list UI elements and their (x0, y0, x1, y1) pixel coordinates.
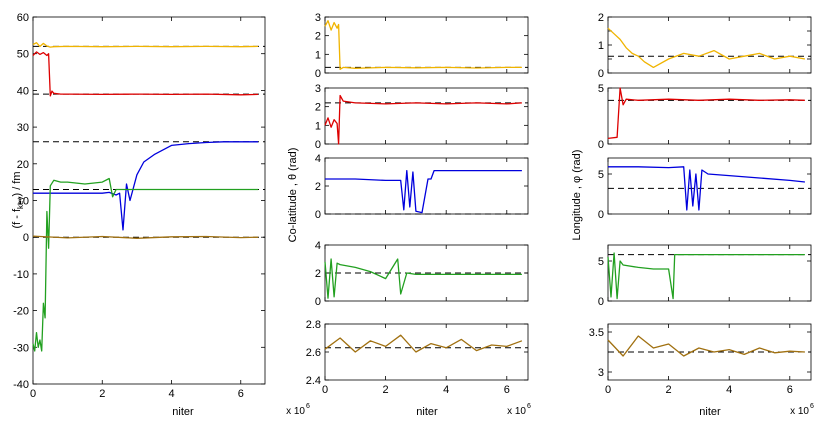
mid-panel-2-ytick-label: 0 (315, 139, 321, 151)
left-ytick-label: 50 (17, 49, 29, 61)
left-frame (32, 16, 266, 385)
mid-panel-1-ytick-label: 2 (315, 31, 321, 43)
left-ytick-label: -20 (13, 306, 29, 318)
left-xtick-label: 6 (238, 388, 244, 400)
left-series-green (32, 177, 259, 352)
right-panel-2-ytick-label: 0 (598, 139, 604, 151)
right-panel-1-ytick-label: 1 (598, 40, 604, 52)
mid-panel-2-ytick-label: 2 (315, 102, 321, 114)
right-panel-5-xtick-label: 6 (787, 384, 793, 396)
mid-panel-4-ytick-label: 0 (315, 296, 321, 308)
mid-panel-3-ytick-label: 4 (315, 153, 321, 165)
left-ytick-label: 20 (17, 159, 29, 171)
right-panel-2-ytick-label: 5 (598, 83, 604, 95)
right-panel-1-ytick-label: 2 (598, 12, 604, 24)
left-xtick-label: 0 (30, 388, 36, 400)
right-panel-5-xtick-label: 2 (666, 384, 672, 396)
mid-panel-5-series (324, 334, 523, 353)
mid-panel-4-series (324, 258, 522, 299)
mid-xscale-exp: 6 (527, 403, 531, 410)
mid-panel-1-frame (324, 16, 529, 74)
mid-ylabel: Co-latitude , θ (rad) (287, 148, 299, 243)
left-ytick-label: 60 (17, 12, 29, 24)
left-ytick-label: -10 (13, 269, 29, 281)
left-xlabel: niter (172, 406, 194, 418)
left-series-blue (33, 141, 259, 231)
left-chart: 0 2 4 6 -40 -30 -20 -10 0 10 20 30 40 50 60 (13, 12, 266, 400)
mid-panel-5-ytick-label: 2.8 (306, 319, 321, 331)
right-xscale-exp: 6 (810, 403, 814, 410)
right-panel-4-frame (607, 244, 812, 302)
mid-panel-2-ytick-label: 3 (315, 83, 321, 95)
right-panel-5-xtick-label: 4 (726, 384, 732, 396)
right-ylabel: Longitude , φ (rad) (571, 150, 583, 241)
left-ylabel: (f - fkey) / fm (11, 171, 25, 228)
right-panel-5-ytick-label: 3.5 (589, 327, 604, 339)
right-panel-3-series (608, 166, 805, 211)
left-ytick-label: 10 (17, 196, 29, 208)
left-xtick-label: 2 (99, 388, 105, 400)
right-panel-3-ytick-label: 0 (598, 209, 604, 221)
mid-panel-5-xtick-label: 0 (322, 384, 328, 396)
mid-panel-2-ytick-label: 1 (315, 120, 321, 132)
left-ytick-label: 30 (17, 122, 29, 134)
mid-panel-5-ytick-label: 2.6 (306, 347, 321, 359)
mid-panel-5-xtick-label: 2 (383, 384, 389, 396)
right-panel-5-xtick-label: 0 (605, 384, 611, 396)
left-xtick-label: 4 (168, 388, 174, 400)
left-ytick-label: 40 (17, 85, 29, 97)
right-panel-2-frame (607, 87, 812, 145)
right-panel-1-ytick-label: 0 (598, 68, 604, 80)
right-panel-3-ytick-label: 5 (598, 169, 604, 181)
right-panel-5-ytick-label: 3 (598, 367, 604, 379)
mid-panel-1-series (324, 20, 522, 70)
right-panel-5-series (607, 335, 805, 357)
mid-panel-2-frame (324, 87, 529, 145)
right-panel-4-ytick-label: 5 (598, 256, 604, 268)
mid-panel-1-ytick-label: 3 (315, 12, 321, 24)
left-ytick-label: 0 (23, 232, 29, 244)
right-panel-2-series (607, 87, 805, 140)
left-series-red (32, 51, 259, 97)
mid-panel-1-ytick-label: 1 (315, 49, 321, 61)
mid-panel-3-series (325, 169, 522, 214)
left-ytick-label: -40 (13, 379, 29, 391)
right-panel-1-series (607, 27, 806, 69)
right-xlabel: niter (699, 406, 721, 418)
mid-panel-4-ytick-label: 2 (315, 268, 321, 280)
left-ytick-label: -30 (13, 342, 29, 354)
mid-chart: 0 1 2 3 0 1 2 3 0 2 4 0 2 4 0 2 4 6 2.4 2.6 2.8 (306, 12, 529, 396)
mid-panel-5-xtick-label: 6 (504, 384, 510, 396)
mid-panel-3-ytick-label: 0 (315, 209, 321, 221)
mid-panel-2-series (324, 94, 522, 145)
mid-xlabel: niter (416, 406, 438, 418)
mid-panel-4-ytick-label: 4 (315, 240, 321, 252)
left-series-brown (32, 235, 259, 239)
right-chart: 0 1 2 0 5 0 5 0 5 0 2 4 6 3 3.5 (589, 12, 812, 396)
right-panel-1-frame (607, 16, 812, 74)
mid-xscale: x 10 (507, 406, 526, 417)
left-series-yellow (32, 42, 259, 48)
mid-panel-5-xtick-label: 4 (443, 384, 449, 396)
right-xscale: x 10 (790, 406, 809, 417)
mid-panel-5-frame (324, 323, 529, 381)
mid-panel-3-ytick-label: 2 (315, 181, 321, 193)
right-panel-4-series (607, 252, 805, 300)
right-panel-4-ytick-label: 0 (598, 296, 604, 308)
left-xscale: x 10 (286, 406, 305, 417)
mid-panel-5-ytick-label: 2.4 (306, 375, 321, 387)
left-xscale-exp: 6 (306, 403, 310, 410)
mid-panel-1-ytick-label: 0 (315, 68, 321, 80)
